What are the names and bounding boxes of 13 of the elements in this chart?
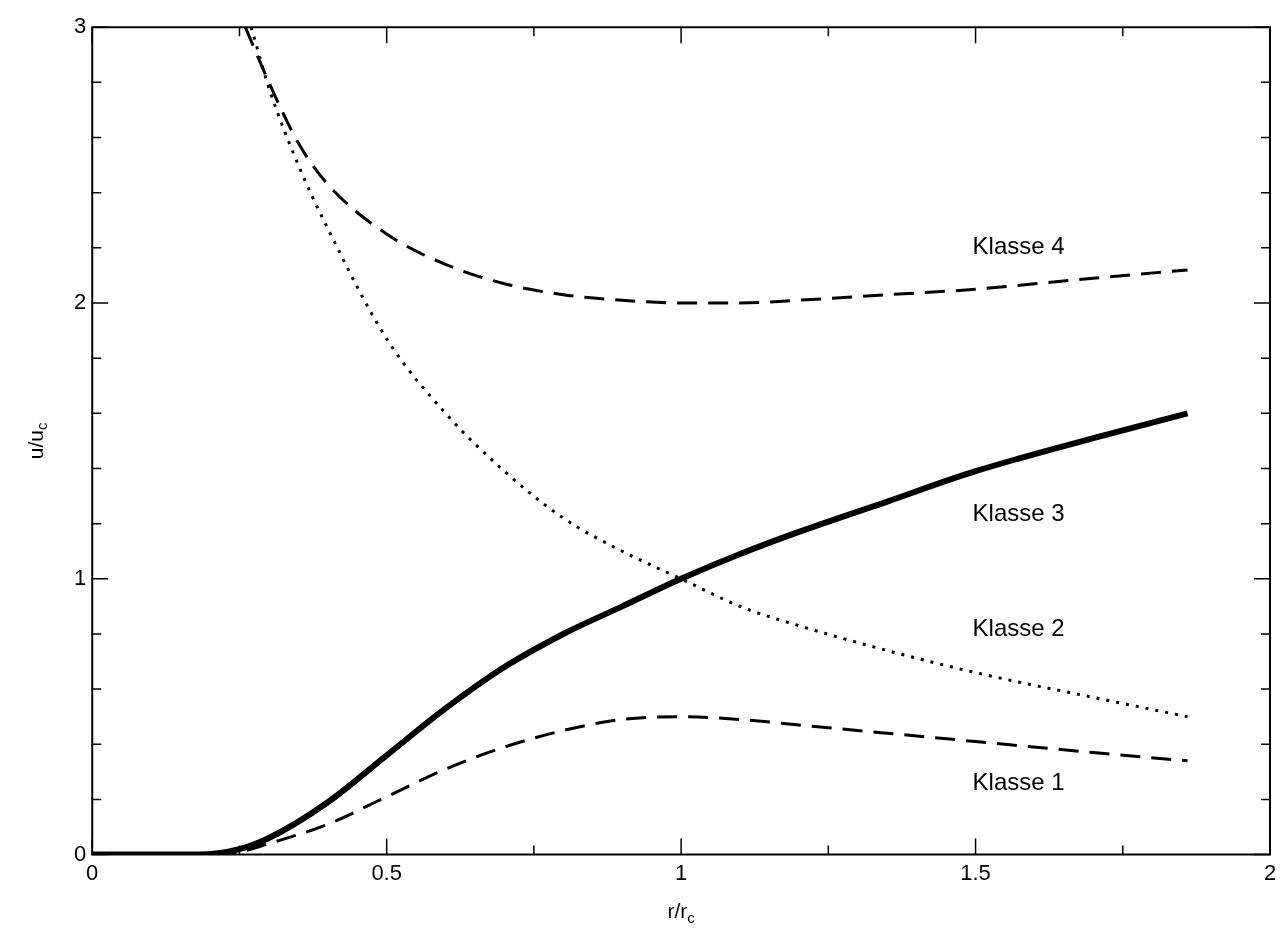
- x-tick-label: 1: [674, 859, 688, 885]
- y-tick-label: 3: [73, 13, 87, 39]
- x-tick-label: 1.5: [960, 859, 991, 885]
- series-label: Klasse 4: [972, 232, 1065, 260]
- series-label: Klasse 2: [972, 614, 1065, 642]
- x-tick-label: 2: [1263, 859, 1277, 885]
- series-label: Klasse 3: [972, 498, 1065, 526]
- series-label: Klasse 1: [972, 767, 1065, 795]
- y-tick-label: 2: [73, 289, 87, 315]
- y-axis-title: u/uc: [24, 422, 51, 460]
- y-tick-label: 1: [73, 564, 87, 590]
- y-tick-label: 0: [73, 840, 87, 866]
- x-tick-label: 0.5: [371, 859, 402, 885]
